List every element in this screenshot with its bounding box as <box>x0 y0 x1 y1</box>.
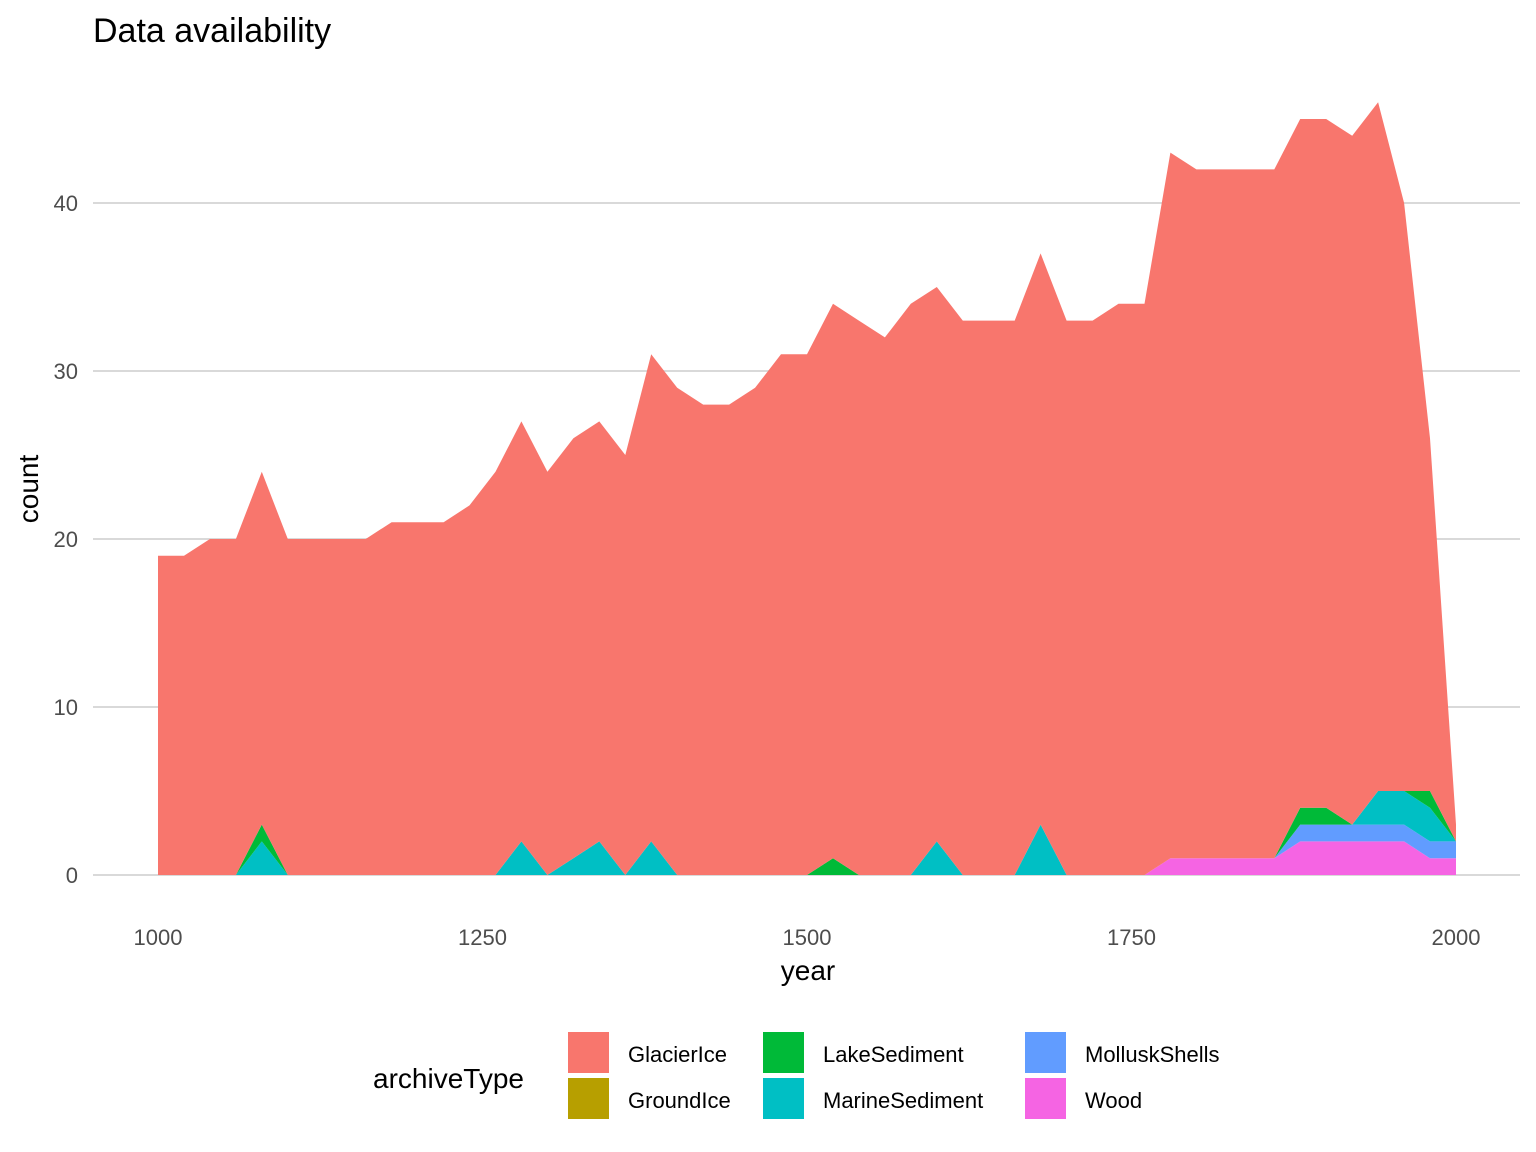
x-tick-2000: 2000 <box>1432 925 1481 950</box>
y-tick-30: 30 <box>54 359 78 384</box>
area-molluskshells <box>158 824 1456 875</box>
x-axis-ticks: 1000 1250 1500 1750 2000 <box>134 925 1481 950</box>
y-tick-20: 20 <box>54 527 78 552</box>
legend-label-wood: Wood <box>1085 1088 1142 1113</box>
legend-label-marinesediment: MarineSediment <box>823 1088 983 1113</box>
chart-title: Data availability <box>93 12 331 50</box>
stacked-areas <box>158 102 1456 875</box>
x-axis-title: year <box>781 955 835 986</box>
legend-swatch-groundice <box>566 1076 611 1121</box>
legend-label-lakesediment: LakeSediment <box>823 1042 964 1067</box>
legend-label-glacierice: GlacierIce <box>628 1042 727 1067</box>
y-tick-10: 10 <box>54 695 78 720</box>
x-tick-1500: 1500 <box>783 925 832 950</box>
x-tick-1000: 1000 <box>134 925 183 950</box>
legend-swatch-marinesediment <box>761 1076 806 1121</box>
legend-swatch-glacierice <box>566 1030 611 1075</box>
y-tick-0: 0 <box>66 863 78 888</box>
legend-label-groundice: GroundIce <box>628 1088 731 1113</box>
area-glacierice <box>158 102 1456 875</box>
y-axis-ticks: 0 10 20 30 40 <box>54 191 78 888</box>
y-axis-title: count <box>13 455 44 524</box>
x-tick-1750: 1750 <box>1107 925 1156 950</box>
legend-title: archiveType <box>373 1063 524 1094</box>
legend: archiveType GlacierIce GroundIce LakeSedim… <box>373 1030 1220 1121</box>
x-tick-1250: 1250 <box>458 925 507 950</box>
y-tick-40: 40 <box>54 191 78 216</box>
legend-swatch-lakesediment <box>761 1030 806 1075</box>
legend-label-molluskshells: MolluskShells <box>1085 1042 1220 1067</box>
legend-swatch-molluskshells <box>1023 1030 1068 1075</box>
legend-swatch-wood <box>1023 1076 1068 1121</box>
